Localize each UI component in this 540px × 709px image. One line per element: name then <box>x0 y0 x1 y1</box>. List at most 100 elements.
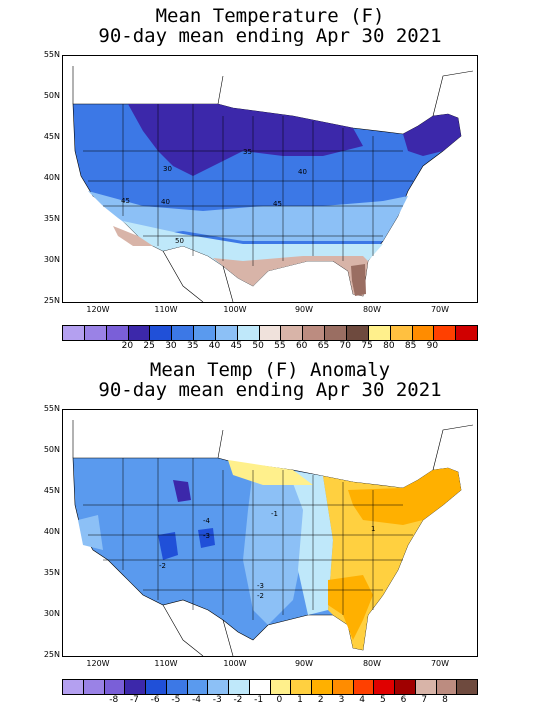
map1-borders <box>72 66 474 302</box>
map1-lon-label: 100W <box>223 305 247 314</box>
map2-colorbar-label: 6 <box>400 695 407 705</box>
map2-colorbar-swatch <box>457 680 477 694</box>
map2-lon-label: 70W <box>430 659 450 668</box>
map2-colorbar-swatch <box>146 680 167 694</box>
map2-contour-label: -3 <box>257 582 264 590</box>
map2-colorbar-label: -7 <box>129 695 139 705</box>
map1-colorbar-swatch <box>303 326 326 340</box>
map1-lat-label: 30N <box>43 255 60 264</box>
map2-contour-label: -2 <box>257 592 264 600</box>
map2-colorbar-swatch <box>312 680 333 694</box>
map2-colorbar-swatch <box>291 680 312 694</box>
map2-colorbar-swatch <box>395 680 416 694</box>
map1-colorbar-swatch <box>84 326 107 340</box>
map2-borders <box>72 420 474 656</box>
map1-colorbar-label: 40 <box>208 341 221 351</box>
map2-contour-label: -1 <box>271 510 278 518</box>
map1-colorbar-swatch <box>237 326 260 340</box>
map1-colorbar-label: 65 <box>317 341 330 351</box>
map1-lat-label: 50N <box>43 91 60 100</box>
map1-title-line1: Mean Temperature (F) <box>155 5 385 27</box>
map2-lon-label: 100W <box>223 659 247 668</box>
map1-colorbar-swatch <box>194 326 216 340</box>
map1-contour-label: 35 <box>243 148 252 156</box>
map2-colorbar-label: -6 <box>150 695 160 705</box>
map1-florida <box>351 264 366 296</box>
map1-colorbar-label: 35 <box>187 341 199 351</box>
map2-state-lines <box>83 458 413 620</box>
map1-lon-label: 90W <box>294 305 314 314</box>
map1-cold-northeast <box>403 114 461 156</box>
map1-colorbar-swatch <box>259 326 282 340</box>
map1-colorbar-swatch <box>390 326 413 340</box>
map1-colorbar-swatch <box>434 326 457 340</box>
map1-cold-north <box>128 104 363 176</box>
map2-lon-label: 110W <box>154 659 178 668</box>
map2-south-orange <box>328 575 373 640</box>
map1-contour-label: 40 <box>161 198 170 206</box>
map1-lat-label: 55N <box>43 50 60 59</box>
map2-colorbar-label: -8 <box>109 695 119 705</box>
map1-colorbar-swatch <box>368 326 391 340</box>
map2-contour-label: 1 <box>371 525 375 533</box>
map1-contour-label: 40 <box>298 168 307 176</box>
map1-colorbar-label: 25 <box>143 341 155 351</box>
map1-contour-label: 30 <box>163 165 172 173</box>
map1-lon-label: 110W <box>154 305 178 314</box>
map1-colorbar-swatch <box>106 326 129 340</box>
map2-lon-label: 90W <box>294 659 314 668</box>
map2-contour-label: -4 <box>203 517 211 525</box>
map2-frame: -4 -3 -1 1 -2 -3 -2 <box>62 409 478 657</box>
map1-plot: 30 35 40 45 40 45 50 <box>72 66 474 302</box>
map2-title-line2: 90-day mean ending Apr 30 2021 <box>98 379 442 401</box>
map2-dark-blue-2 <box>158 532 178 560</box>
map1-colorbar-label: 85 <box>404 341 417 351</box>
map2-lat-label: 45N <box>43 486 60 495</box>
map2-lon-label: 80W <box>362 659 382 668</box>
map2-colorbar-swatch <box>436 680 458 694</box>
map2-central-light <box>243 470 313 625</box>
map1-colorbar-label: 55 <box>274 341 286 351</box>
map1-colorbar-swatch <box>63 326 85 340</box>
map2-dark-blue-1 <box>173 480 191 502</box>
map2-title-line1: Mean Temp (F) Anomaly <box>149 359 391 381</box>
map1-colorbar-swatch <box>150 326 173 340</box>
map1-colorbar-label: 90 <box>426 341 439 351</box>
map1-frame: 30 35 40 45 40 45 50 <box>62 55 478 303</box>
map2-colorbar <box>62 679 478 695</box>
map1-lat-label: 35N <box>43 214 60 223</box>
map1-lon-label: 80W <box>362 305 382 314</box>
map1-contour-label: 45 <box>273 200 282 208</box>
map2-colorbar-swatch <box>125 680 146 694</box>
map1-colorbar-label: 60 <box>295 341 308 351</box>
map2-colorbar-swatch <box>104 680 126 694</box>
map2-east-orange <box>348 468 461 525</box>
map2-lat-label: 55N <box>43 404 60 413</box>
map2-colorbar-swatch <box>63 680 84 694</box>
map1-colorbar-swatch <box>456 326 478 340</box>
map2-contour-label: -3 <box>203 532 210 540</box>
map1-colorbar-swatch <box>172 326 195 340</box>
map1-colorbar-swatch <box>325 326 347 340</box>
map2-lat-label: 35N <box>43 568 60 577</box>
map1-colorbar-label: 75 <box>361 341 373 351</box>
map1-lon-label: 120W <box>86 305 110 314</box>
map1-colorbar-label: 70 <box>339 341 351 351</box>
map1-contour-label: 50 <box>175 237 184 245</box>
map2-contour-label: -2 <box>159 562 166 570</box>
map2-colorbar-label: -3 <box>212 695 222 705</box>
map2-colorbar-swatch <box>415 680 437 694</box>
map2-dark-blue-3 <box>198 528 215 548</box>
map2-lat-label: 25N <box>43 650 60 659</box>
map1-southwest-warm <box>113 226 153 246</box>
map2-plot: -4 -3 -1 1 -2 -3 -2 <box>72 420 474 656</box>
map1-colorbar-label: 20 <box>121 341 134 351</box>
map2-colorbar-swatch <box>374 680 395 694</box>
map2-colorbar-swatch <box>353 680 375 694</box>
map1-lat-label: 25N <box>43 296 60 305</box>
map2-west-light <box>78 515 103 550</box>
map1-band-50 <box>88 191 408 241</box>
map2-colorbar-label: 8 <box>442 695 448 705</box>
map1-state-lines <box>83 104 413 266</box>
map1-band-warm <box>213 256 368 296</box>
